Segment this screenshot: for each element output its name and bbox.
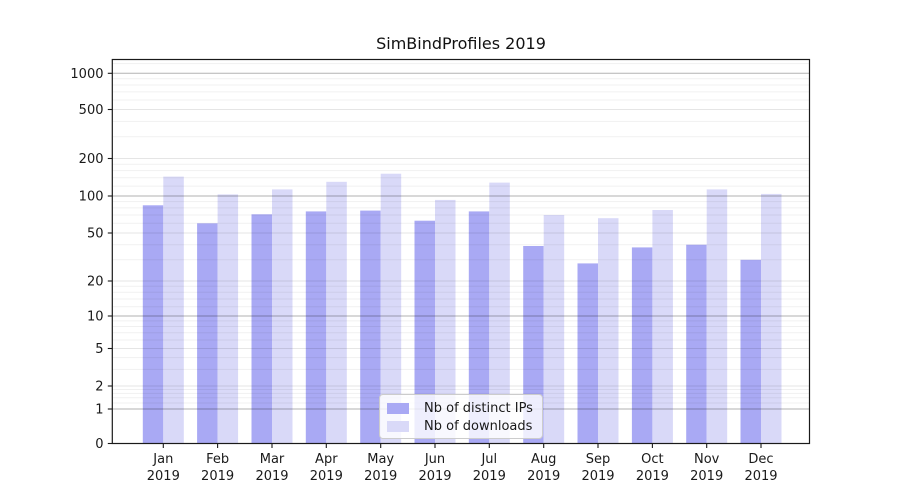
y-tick-label: 20	[87, 275, 104, 290]
bar-dec-distinct-ips	[740, 259, 761, 444]
legend-label-distinct-ips: Nb of distinct IPs	[424, 400, 533, 416]
bar-jul-distinct-ips	[468, 211, 490, 444]
bar-nov-downloads	[706, 189, 728, 444]
bar-may-downloads	[380, 173, 402, 444]
x-tick-label-apr: Apr 2019	[310, 452, 343, 484]
bar-mar-distinct-ips	[251, 214, 272, 444]
bar-dec-downloads	[761, 193, 782, 444]
legend-item-distinct-ips: Nb of distinct IPs	[387, 400, 536, 416]
bar-apr-distinct-ips	[305, 211, 327, 444]
y-tick-label: 500	[79, 103, 104, 118]
x-tick-label-jun: Jun 2019	[418, 452, 451, 484]
chart-title: SimBindProfiles 2019	[376, 34, 546, 53]
bar-jul-downloads	[489, 182, 510, 444]
bar-aug-downloads	[543, 215, 565, 444]
y-tick-label: 200	[79, 152, 104, 167]
x-tick-label-sep: Sep 2019	[581, 452, 614, 484]
x-tick-label-feb: Feb 2019	[201, 452, 234, 484]
bar-nov-distinct-ips	[686, 244, 707, 444]
y-tick-label: 2	[95, 380, 103, 395]
x-tick-label-oct: Oct 2019	[636, 452, 669, 484]
y-tick-label: 1000	[70, 67, 103, 82]
y-tick-label: 10	[87, 310, 104, 325]
bar-jun-distinct-ips	[414, 220, 435, 444]
x-tick-label-jan: Jan 2019	[147, 452, 180, 484]
bar-oct-downloads	[652, 210, 673, 444]
bar-jun-downloads	[435, 199, 456, 444]
x-tick-label-may: May 2019	[364, 452, 397, 484]
x-tick-label-jul: Jul 2019	[473, 452, 506, 484]
bar-mar-downloads	[272, 189, 293, 444]
x-tick-label-aug: Aug 2019	[527, 452, 560, 484]
plot-frame	[111, 58, 811, 445]
y-tick-label: 0	[95, 437, 103, 452]
y-tick-label: 50	[87, 227, 104, 242]
bar-jan-downloads	[163, 176, 184, 444]
bar-sep-downloads	[598, 218, 619, 444]
x-tick-label-dec: Dec 2019	[744, 452, 777, 484]
y-tick-labels: 0 1 2 5 10 20 50 100 200 500 1000	[70, 67, 103, 452]
bar-sep-distinct-ips	[577, 263, 598, 444]
legend: Nb of distinct IPs Nb of downloads	[379, 394, 543, 439]
bar-apr-downloads	[326, 181, 347, 444]
bars	[142, 173, 782, 444]
y-tick-label: 5	[95, 342, 103, 357]
legend-item-downloads: Nb of downloads	[387, 418, 536, 434]
legend-label-downloads: Nb of downloads	[424, 418, 533, 434]
bar-may-distinct-ips	[360, 210, 381, 444]
legend-swatch-distinct-ips	[387, 402, 409, 414]
gridlines	[112, 63, 810, 410]
x-tick-label-mar: Mar 2019	[255, 452, 288, 484]
tick-marks	[107, 72, 762, 448]
y-tick-label: 100	[79, 190, 104, 205]
bar-oct-distinct-ips	[631, 247, 653, 444]
x-tick-labels: Jan 2019 Feb 2019 Mar 2019 Apr 2019 May 2019 Jun 20…	[147, 452, 778, 484]
legend-swatch-downloads	[387, 420, 409, 432]
bar-feb-distinct-ips	[197, 223, 218, 444]
x-tick-label-nov: Nov 2019	[690, 452, 723, 484]
bar-feb-downloads	[217, 194, 239, 444]
bar-jan-distinct-ips	[142, 205, 164, 444]
y-tick-label: 1	[95, 403, 103, 418]
